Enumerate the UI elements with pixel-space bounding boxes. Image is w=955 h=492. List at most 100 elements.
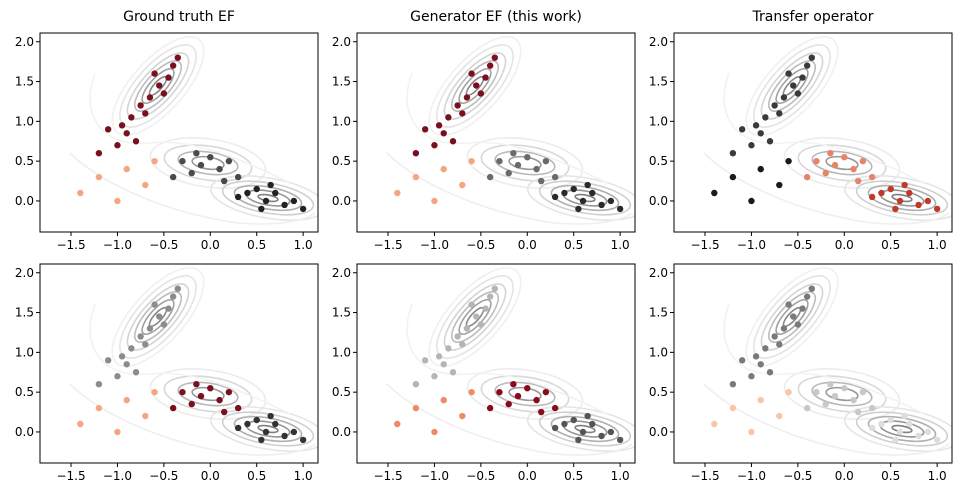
point xyxy=(114,142,121,149)
point xyxy=(785,157,792,165)
point xyxy=(272,420,279,428)
point xyxy=(831,161,839,169)
x-tick-label: −1.0 xyxy=(420,238,449,252)
point xyxy=(827,149,834,157)
x-tick-label: 0.5 xyxy=(881,238,900,252)
point xyxy=(561,420,568,428)
point xyxy=(589,189,596,197)
point xyxy=(225,388,233,396)
contours xyxy=(69,264,318,460)
point xyxy=(748,142,755,149)
point xyxy=(412,404,420,412)
panel-title: Generator EF (this work) xyxy=(410,9,582,25)
point xyxy=(463,325,471,332)
point xyxy=(454,333,461,340)
x-tick-label: 0.0 xyxy=(518,469,537,483)
point xyxy=(748,373,755,380)
plot-area xyxy=(703,264,952,460)
x-tick-label: 0.0 xyxy=(835,238,854,252)
point xyxy=(253,185,260,193)
point xyxy=(803,62,811,69)
points xyxy=(77,285,307,444)
point xyxy=(146,94,154,101)
x-tick-label: −1.0 xyxy=(103,469,132,483)
point xyxy=(473,313,480,320)
plot-area xyxy=(386,264,635,460)
point xyxy=(896,428,904,436)
point xyxy=(123,130,130,137)
point xyxy=(132,369,140,376)
point xyxy=(850,396,857,404)
point xyxy=(841,153,848,161)
point xyxy=(514,161,522,169)
point xyxy=(412,173,420,181)
point xyxy=(551,404,559,412)
point xyxy=(468,388,475,396)
point xyxy=(142,110,149,117)
y-tick-label: 0.5 xyxy=(332,154,351,168)
point xyxy=(445,114,452,121)
point xyxy=(151,388,158,396)
point xyxy=(169,173,177,181)
point xyxy=(771,333,778,340)
y-tick-label: 0.0 xyxy=(332,425,351,439)
point xyxy=(207,153,214,161)
point xyxy=(160,321,168,328)
point xyxy=(729,404,737,412)
point xyxy=(197,161,205,169)
y-tick-label: 0.5 xyxy=(649,385,668,399)
point xyxy=(440,130,447,137)
point xyxy=(468,70,475,77)
point xyxy=(225,157,233,165)
y-tick-label: 0.5 xyxy=(332,385,351,399)
point xyxy=(290,197,298,205)
point xyxy=(95,173,103,181)
point xyxy=(267,412,274,420)
x-tick-label: −1.5 xyxy=(373,238,402,252)
point xyxy=(551,424,559,432)
point xyxy=(892,205,899,213)
point xyxy=(799,74,806,81)
point xyxy=(165,305,172,312)
point xyxy=(510,380,517,388)
point xyxy=(803,404,811,412)
point xyxy=(449,138,457,145)
x-tick-label: −1.0 xyxy=(737,238,766,252)
point xyxy=(776,412,783,420)
point xyxy=(221,177,228,185)
y-tick-label: 2.0 xyxy=(649,266,668,280)
point xyxy=(486,293,494,300)
point xyxy=(440,361,447,368)
point xyxy=(538,408,545,416)
point xyxy=(431,197,438,205)
y-tick-label: 1.0 xyxy=(649,345,668,359)
point xyxy=(616,205,624,213)
point xyxy=(95,149,103,157)
point xyxy=(896,197,904,205)
point xyxy=(114,428,121,436)
point xyxy=(738,357,746,364)
point xyxy=(790,313,797,320)
point xyxy=(114,197,121,205)
contours xyxy=(703,33,952,229)
point xyxy=(290,428,298,436)
y-tick-label: 2.0 xyxy=(332,266,351,280)
point xyxy=(244,189,251,197)
points xyxy=(394,54,624,213)
x-tick-label: −1.5 xyxy=(373,469,402,483)
point xyxy=(598,201,605,209)
point xyxy=(216,396,223,404)
point xyxy=(146,325,154,332)
point xyxy=(244,420,251,428)
axes-frame xyxy=(39,263,319,464)
x-tick-label: 0.5 xyxy=(881,469,900,483)
point xyxy=(151,157,158,165)
contours xyxy=(703,264,952,460)
point xyxy=(757,130,764,137)
point xyxy=(762,345,769,352)
point xyxy=(454,102,461,109)
point xyxy=(123,361,130,368)
point xyxy=(160,90,168,97)
point xyxy=(915,432,922,440)
